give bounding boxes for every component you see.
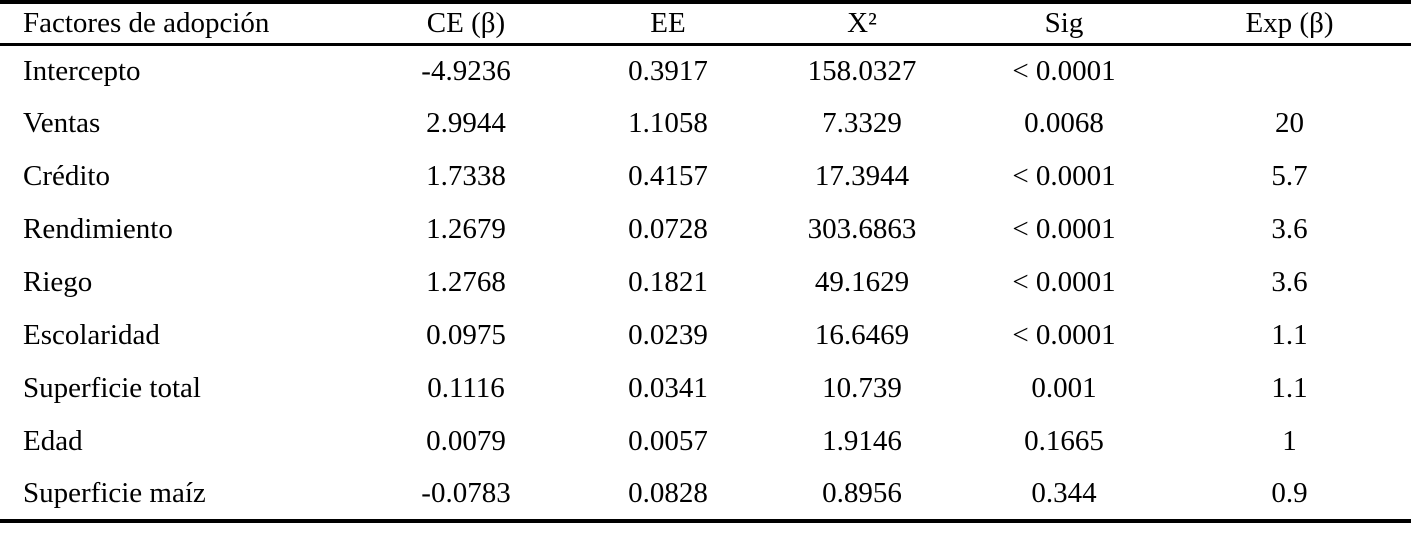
cell-chi-squared: 1.9146 bbox=[822, 425, 902, 457]
cell-sig: 0.0068 bbox=[1024, 107, 1104, 139]
cell-sig: < 0.0001 bbox=[1012, 160, 1116, 192]
cell-ce: 0.0079 bbox=[426, 425, 506, 457]
cell-sig: < 0.0001 bbox=[1012, 213, 1116, 245]
cell-factor: Crédito bbox=[23, 160, 110, 192]
cell-ee: 0.3917 bbox=[628, 54, 708, 87]
cell-exp: 1 bbox=[1282, 425, 1297, 457]
cell-chi-squared: 158.0327 bbox=[807, 54, 917, 87]
cell-exp: 1.1 bbox=[1271, 372, 1308, 404]
cell-ce: 2.9944 bbox=[426, 107, 506, 139]
table-row-intercepto: Intercepto -4.9236 0.3917 158.0327 < 0.0… bbox=[0, 44, 1411, 97]
cell-chi-squared: 16.6469 bbox=[814, 319, 910, 351]
cell-ee: 0.0828 bbox=[628, 477, 708, 509]
cell-exp: 20 bbox=[1275, 107, 1304, 139]
cell-ce: -0.0783 bbox=[421, 477, 511, 509]
table-row-edad: Edad 0.0079 0.0057 1.9146 0.1665 1 bbox=[0, 415, 1411, 468]
table-row-superficie-total: Superficie total 0.1116 0.0341 10.739 0.… bbox=[0, 362, 1411, 415]
cell-factor: Edad bbox=[23, 425, 83, 457]
table-row-escolaridad: Escolaridad 0.0975 0.0239 16.6469 < 0.00… bbox=[0, 309, 1411, 362]
table-row-ventas: Ventas 2.9944 1.1058 7.3329 0.0068 20 bbox=[0, 97, 1411, 150]
cell-ce: 1.2679 bbox=[426, 213, 506, 245]
header-row: Factores de adopción CE (β) EE X² Sig Ex… bbox=[0, 2, 1411, 44]
cell-exp: 3.6 bbox=[1271, 266, 1308, 298]
column-header-factores-de-adopcion: Factores de adopción bbox=[23, 6, 270, 39]
cell-chi-squared: 7.3329 bbox=[822, 107, 902, 139]
cell-ee: 1.1058 bbox=[628, 107, 708, 139]
cell-sig: 0.001 bbox=[1031, 372, 1097, 404]
cell-sig: < 0.0001 bbox=[1012, 266, 1116, 298]
cell-ee: 0.4157 bbox=[628, 160, 708, 192]
column-header-sig: Sig bbox=[1044, 6, 1084, 39]
cell-ee: 0.0239 bbox=[628, 319, 708, 351]
cell-sig: 0.1665 bbox=[1024, 425, 1104, 457]
cell-factor: Ventas bbox=[23, 107, 101, 139]
cell-factor: Superficie total bbox=[23, 372, 201, 404]
cell-exp: 1.1 bbox=[1271, 319, 1308, 351]
cell-exp: 5.7 bbox=[1271, 160, 1308, 192]
table-row-credito: Crédito 1.7338 0.4157 17.3944 < 0.0001 5… bbox=[0, 150, 1411, 203]
cell-chi-squared: 0.8956 bbox=[822, 477, 902, 509]
cell-ce: 0.0975 bbox=[426, 319, 506, 351]
table-row-superficie-maiz: Superficie maíz -0.0783 0.0828 0.8956 0.… bbox=[0, 468, 1411, 521]
cell-factor: Superficie maíz bbox=[23, 477, 206, 509]
column-header-ee: EE bbox=[650, 6, 686, 39]
cell-ce: 1.2768 bbox=[426, 266, 506, 298]
cell-ce: 1.7338 bbox=[426, 160, 506, 192]
cell-exp: 3.6 bbox=[1271, 213, 1308, 245]
cell-ce: 0.1116 bbox=[427, 372, 505, 404]
cell-factor: Escolaridad bbox=[23, 319, 160, 351]
cell-ce: -4.9236 bbox=[421, 54, 511, 87]
regression-results-table: Factores de adopción CE (β) EE X² Sig Ex… bbox=[0, 0, 1411, 523]
cell-sig: < 0.0001 bbox=[1012, 54, 1116, 87]
cell-chi-squared: 10.739 bbox=[822, 372, 902, 404]
cell-factor: Rendimiento bbox=[23, 213, 173, 245]
table-row-riego: Riego 1.2768 0.1821 49.1629 < 0.0001 3.6 bbox=[0, 256, 1411, 309]
cell-factor: Riego bbox=[23, 266, 93, 298]
cell-ee: 0.0057 bbox=[628, 425, 708, 457]
cell-ee: 0.0728 bbox=[628, 213, 708, 245]
cell-ee: 0.0341 bbox=[628, 372, 708, 404]
column-header-exp-beta: Exp (β) bbox=[1245, 6, 1334, 39]
cell-chi-squared: 17.3944 bbox=[814, 160, 910, 192]
cell-chi-squared: 303.6863 bbox=[807, 213, 917, 245]
cell-ee: 0.1821 bbox=[628, 266, 708, 298]
column-header-chi-squared: X² bbox=[847, 6, 877, 39]
cell-exp: 0.9 bbox=[1271, 477, 1308, 509]
cell-chi-squared: 49.1629 bbox=[814, 266, 910, 298]
cell-exp bbox=[1168, 44, 1411, 97]
column-header-ce-beta: CE (β) bbox=[426, 6, 506, 39]
table-row-rendimiento: Rendimiento 1.2679 0.0728 303.6863 < 0.0… bbox=[0, 203, 1411, 256]
cell-factor: Intercepto bbox=[23, 54, 141, 87]
cell-sig: < 0.0001 bbox=[1012, 319, 1116, 351]
cell-sig: 0.344 bbox=[1031, 477, 1097, 509]
